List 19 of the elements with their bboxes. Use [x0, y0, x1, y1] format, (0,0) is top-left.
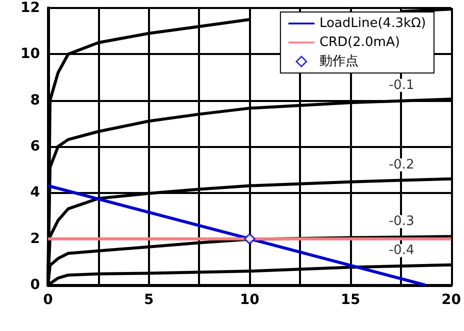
annotation: -0.1 — [388, 78, 414, 93]
x-tick-label: 15 — [340, 292, 360, 308]
annotation: -0.3 — [388, 214, 414, 230]
y-tick-label: 4 — [30, 184, 40, 201]
y-tick-label: 8 — [30, 92, 40, 108]
y-tick-label: 6 — [30, 138, 40, 154]
x-tick-label: 20 — [442, 292, 462, 308]
annotation: -0.4 — [388, 243, 414, 258]
legend-label: CRD(2.0mA) — [319, 35, 400, 50]
y-tick-label: 10 — [20, 46, 40, 62]
y-tick-label: 0 — [30, 277, 40, 293]
annotation: -0.2 — [388, 157, 414, 172]
legend-label: 動作点 — [319, 54, 358, 69]
y-tick-label: 12 — [20, 0, 40, 16]
x-tick-label: 5 — [144, 292, 154, 308]
x-tick-label: 10 — [240, 292, 260, 308]
legend-label: LoadLine(4.3kΩ) — [319, 16, 426, 31]
x-tick-label: 0 — [43, 292, 54, 308]
y-tick-label: 2 — [30, 230, 40, 247]
